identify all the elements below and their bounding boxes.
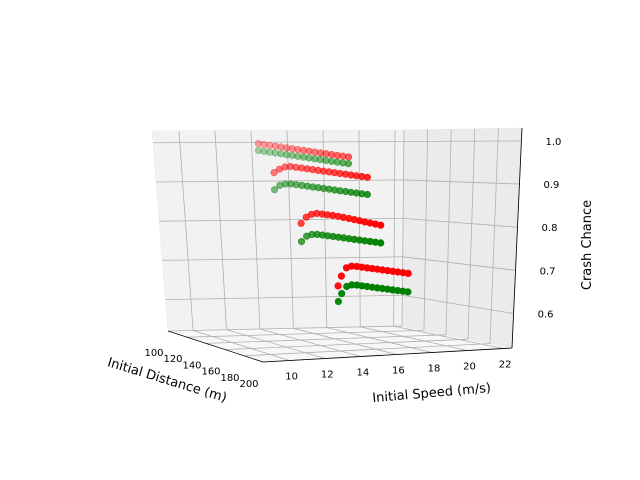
- point-red: [283, 144, 291, 152]
- point-red: [260, 140, 268, 149]
- point-red: [299, 146, 308, 154]
- point-green: [338, 290, 346, 298]
- distance-tick-label: 100: [144, 348, 163, 359]
- point-green: [294, 152, 302, 160]
- point-green: [277, 150, 285, 158]
- grid-line-speed: [326, 327, 433, 353]
- distance-tick-label: 180: [220, 373, 239, 384]
- grid-line-distance: [167, 325, 403, 332]
- point-red: [277, 143, 285, 151]
- point-green: [283, 151, 291, 159]
- point-green: [363, 190, 372, 199]
- grid-line-speed: [393, 325, 504, 349]
- grid-line-speed: [360, 326, 468, 351]
- grid-line-crash: [162, 256, 403, 261]
- grid-line-distance: [467, 128, 476, 340]
- z-axis-label: Crash Chance: [580, 200, 595, 290]
- grid-line-speed: [293, 327, 397, 355]
- speed-axis-line: [262, 347, 513, 363]
- crash-tick-label: 1.0: [545, 137, 561, 148]
- grid-line-crash: [403, 217, 518, 228]
- point-red: [288, 145, 296, 153]
- point-red: [363, 173, 372, 181]
- distance-axis-line: [167, 330, 264, 363]
- distance-tick-label: 140: [182, 360, 201, 371]
- point-green: [344, 160, 353, 168]
- grid-line-distance: [205, 334, 447, 344]
- grid-line-speed: [178, 130, 194, 331]
- x-axis-label: Initial Speed (m/s): [372, 381, 492, 406]
- crash-tick-label: 0.8: [542, 223, 558, 234]
- point-red: [334, 282, 342, 290]
- speed-tick-label: 16: [392, 366, 405, 377]
- point-green: [299, 153, 308, 161]
- point-green: [254, 146, 262, 155]
- point-green: [271, 149, 280, 157]
- grid-line-speed: [226, 329, 326, 359]
- distance-tick-label: 160: [201, 367, 220, 378]
- point-green: [334, 297, 343, 306]
- scatter-points: [254, 140, 412, 306]
- grid-line-crash: [403, 179, 520, 185]
- point-red: [266, 141, 274, 149]
- speed-tick-label: 18: [428, 364, 441, 375]
- grid-line-speed: [214, 130, 227, 330]
- back-pane: [151, 129, 405, 332]
- point-red: [271, 142, 279, 150]
- grid-line-distance: [186, 330, 425, 338]
- point-red: [344, 153, 353, 161]
- speed-tick-label: 22: [499, 360, 512, 371]
- grid-line-crash: [156, 179, 404, 183]
- point-green: [297, 238, 306, 246]
- grid-line-speed: [259, 328, 361, 357]
- speed-tick-label: 20: [463, 362, 476, 373]
- point-red: [270, 169, 278, 177]
- point-red: [404, 269, 412, 278]
- grid-line-distance: [243, 343, 491, 357]
- grid-line-distance: [224, 338, 469, 350]
- grid-line-crash: [403, 140, 522, 142]
- grid-line-crash: [402, 256, 516, 271]
- grid-line-distance: [489, 128, 499, 344]
- point-green: [288, 151, 296, 160]
- grid-line-speed: [358, 130, 361, 327]
- point-red: [254, 140, 262, 148]
- distance-tick-label: 120: [163, 354, 182, 365]
- point-green: [404, 288, 412, 296]
- crash-axis-line: [511, 127, 523, 349]
- point-red: [337, 272, 346, 280]
- grid-line-crash: [165, 294, 403, 301]
- grid-line-speed: [192, 330, 290, 361]
- point-green: [260, 147, 268, 155]
- point-green: [266, 148, 274, 156]
- point-red: [297, 219, 305, 227]
- speed-tick-label: 12: [321, 370, 334, 381]
- grid-line-speed: [286, 130, 294, 329]
- speed-tick-label: 14: [356, 368, 369, 379]
- grid-line-distance: [423, 129, 428, 331]
- grid-line-crash: [152, 141, 404, 144]
- grid-line-crash: [402, 294, 514, 314]
- crash-tick-label: 0.9: [543, 180, 559, 191]
- crash-tick-label: 0.7: [540, 266, 556, 277]
- side-pane: [401, 127, 523, 349]
- point-red: [377, 221, 385, 229]
- point-green: [271, 186, 279, 194]
- speed-tick-label: 10: [285, 372, 298, 383]
- grid-line-speed: [393, 130, 396, 327]
- grid-line-speed: [250, 130, 261, 330]
- grid-line-distance: [445, 129, 452, 335]
- distance-tick-label: 200: [239, 379, 258, 390]
- point-red: [294, 146, 302, 154]
- point-green: [377, 239, 385, 247]
- crash-tick-label: 0.6: [538, 309, 554, 320]
